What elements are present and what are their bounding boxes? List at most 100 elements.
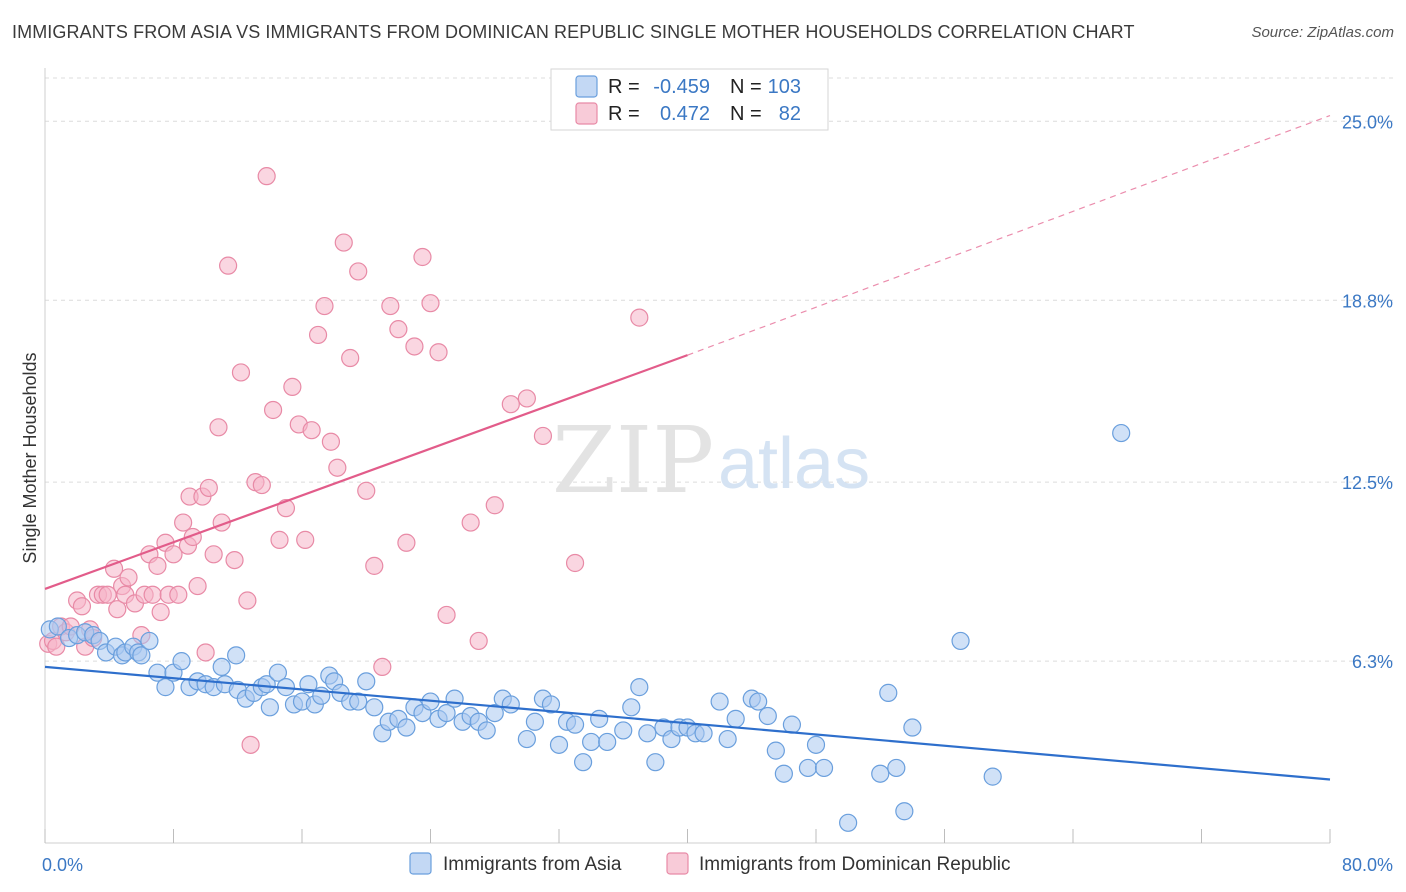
asia-point: [140, 631, 159, 651]
legend-n-label-asia: N =: [730, 76, 762, 98]
asia-point: [501, 695, 520, 714]
dominican-republic-point: [397, 533, 416, 552]
asia-point: [622, 698, 641, 717]
dominican-republic-point: [308, 325, 328, 345]
asia-point: [132, 646, 151, 665]
dominican-republic-point: [164, 545, 183, 564]
asia-point: [718, 729, 737, 749]
asia-point: [517, 729, 536, 749]
dominican-republic-point: [413, 247, 432, 267]
dominican-republic-point: [196, 643, 215, 662]
asia-point: [172, 652, 191, 671]
asia-point: [590, 709, 609, 728]
asia-point: [749, 692, 768, 711]
dominican-republic-point: [373, 657, 392, 677]
y-axis-title: Single Mother Households: [20, 352, 40, 563]
series-legend: Immigrants from Asia Immigrants from Dom…: [409, 852, 1011, 875]
dominican-republic-point: [517, 389, 536, 408]
asia-point: [365, 698, 384, 717]
dominican-republic-point: [296, 530, 315, 549]
dominican-republic-point: [302, 421, 321, 440]
y-tick-label: 12.5%: [1342, 473, 1393, 493]
asia-point: [437, 703, 456, 723]
dominican-republic-point: [270, 530, 289, 549]
dominican-republic-point: [334, 233, 353, 252]
dominican-republic-point: [209, 418, 228, 437]
asia-point: [525, 712, 545, 731]
series-legend-swatch-asia: [409, 852, 432, 875]
dominican-republic-point: [365, 556, 384, 575]
asia-point: [349, 692, 368, 711]
dominican-republic-point: [349, 262, 368, 281]
dominican-republic-point: [108, 600, 127, 619]
x-tick-label-max: 80.0%: [1342, 855, 1393, 875]
series-legend-label-dominican-republic: Immigrants from Dominican Republic: [699, 854, 1011, 875]
series-legend-label-asia: Immigrants from Asia: [443, 854, 622, 875]
asia-point: [268, 663, 288, 682]
correlation-legend: R = -0.459 N = 103 R = 0.472 N = 82: [550, 68, 829, 131]
dominican-republic-point: [429, 343, 448, 362]
dominican-republic-point: [98, 585, 117, 604]
asia-point: [598, 732, 617, 752]
dominican-republic-point: [533, 426, 553, 446]
asia-point: [156, 678, 175, 697]
asia-point: [782, 715, 802, 734]
dominican-republic-point: [188, 576, 207, 596]
dominican-republic-point: [485, 496, 504, 515]
asia-point: [758, 706, 777, 726]
dominican-republic-point: [219, 256, 238, 275]
asia-point: [903, 718, 922, 737]
asia-point: [646, 753, 665, 772]
dominican-republic-point: [565, 553, 585, 573]
dominican-republic-point: [328, 458, 347, 477]
dominican-republic-point: [238, 591, 257, 610]
trend-line-dominican-republic: [44, 354, 688, 590]
dominican-republic-point: [357, 481, 376, 500]
chart-source: Source: ZipAtlas.com: [1251, 24, 1394, 41]
axes: [44, 68, 1331, 844]
asia-point: [397, 718, 416, 737]
y-tick-label: 6.3%: [1352, 652, 1393, 672]
dominican-republic-point: [405, 337, 424, 356]
legend-r-label-dominican-republic: R =: [608, 103, 640, 125]
asia-point: [983, 767, 1002, 786]
dominican-republic-point: [257, 167, 276, 186]
chart-title: IMMIGRANTS FROM ASIA VS IMMIGRANTS FROM …: [12, 22, 1135, 42]
asia-point: [357, 672, 376, 691]
dominican-republic-point: [341, 348, 360, 368]
legend-n-value-asia: 103: [768, 76, 801, 98]
dominican-republic-point: [283, 377, 302, 396]
asia-point: [638, 724, 657, 743]
trend-line-dominican-republic-extension: [687, 114, 1331, 356]
dominican-republic-point: [437, 605, 456, 625]
legend-r-value-dominican-republic: 0.472: [660, 103, 710, 125]
asia-point: [299, 675, 318, 694]
asia-point: [887, 758, 906, 778]
asia-point: [257, 675, 276, 694]
y-tick-labels: 6.3% 12.5% 18.8% 25.0%: [1342, 112, 1393, 672]
dominican-republic-point: [241, 735, 260, 754]
dominican-republic-point: [47, 637, 66, 656]
legend-swatch-dominican-republic: [575, 102, 598, 125]
legend-n-label-dominican-republic: N =: [730, 103, 762, 125]
asia-point: [879, 683, 898, 702]
dominican-republic-point: [231, 363, 251, 382]
dominican-republic-point: [72, 597, 92, 616]
dominican-republic-point: [630, 308, 649, 327]
asia-point: [806, 735, 826, 754]
asia-point: [871, 764, 890, 783]
asia-point: [951, 631, 970, 651]
dominican-republic-point: [119, 568, 138, 587]
dominican-republic-point: [321, 432, 341, 451]
asia-point: [1112, 423, 1131, 443]
asia-point: [573, 753, 593, 772]
asia-point: [582, 732, 601, 752]
dominican-republic-point: [252, 475, 271, 495]
asia-point: [798, 758, 818, 778]
watermark-atlas: atlas: [718, 424, 870, 504]
asia-point: [48, 617, 67, 636]
asia-point: [445, 689, 464, 708]
asia-point: [565, 715, 585, 734]
dominican-republic-point: [225, 550, 244, 570]
